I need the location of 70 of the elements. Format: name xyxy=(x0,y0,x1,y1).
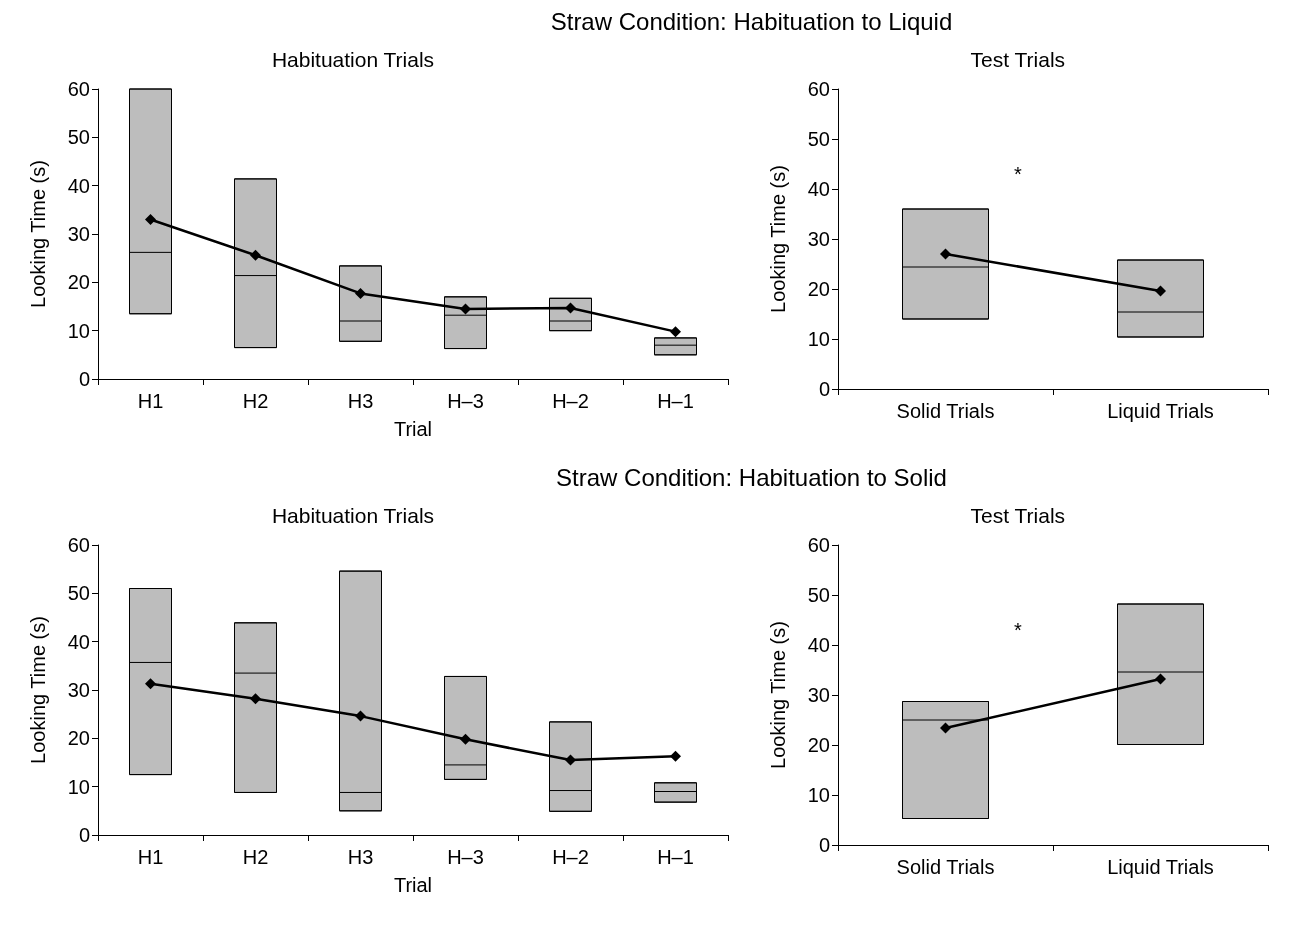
point xyxy=(670,326,681,338)
x-tick-label: H–1 xyxy=(657,390,694,412)
x-tick-label: H–3 xyxy=(447,390,484,412)
y-tick-label: 40 xyxy=(807,634,830,656)
point xyxy=(565,754,576,766)
y-tick-label: 60 xyxy=(67,78,90,100)
y-tick-label: 30 xyxy=(67,679,90,701)
y-tick-label: 20 xyxy=(807,734,830,756)
x-axis-title: Trial xyxy=(393,418,433,440)
point xyxy=(250,249,261,261)
y-tick-label: 20 xyxy=(67,271,90,294)
point xyxy=(250,693,261,705)
y-tick-label: 40 xyxy=(67,630,90,653)
x-tick-label: H3 xyxy=(347,390,374,412)
chart-title: Habituation Trials xyxy=(271,504,435,527)
y-axis-title: Looking Time (s) xyxy=(27,160,49,308)
x-tick-label: H3 xyxy=(347,846,374,868)
y-axis-title: Looking Time (s) xyxy=(767,165,789,313)
point xyxy=(460,733,471,745)
y-tick-label: 30 xyxy=(807,228,830,250)
y-tick-label: 10 xyxy=(67,319,90,342)
x-tick-label: H–3 xyxy=(447,846,484,868)
y-tick-label: 50 xyxy=(807,128,830,150)
x-tick-label: H2 xyxy=(242,846,269,868)
chart-title: Habituation Trials xyxy=(271,48,435,71)
point xyxy=(355,287,366,299)
point xyxy=(145,678,156,690)
y-axis-title: Looking Time (s) xyxy=(767,621,789,769)
y-tick-label: 0 xyxy=(818,834,830,856)
x-tick-label: Liquid Trials xyxy=(1107,856,1214,878)
point xyxy=(670,750,681,762)
chart-title: Test Trials xyxy=(970,48,1066,71)
point xyxy=(565,302,576,314)
x-tick-label: H1 xyxy=(137,390,164,412)
y-tick-label: 60 xyxy=(807,78,830,100)
y-tick-label: 60 xyxy=(807,534,830,556)
annotation: * xyxy=(1014,163,1023,185)
y-axis-title: Looking Time (s) xyxy=(27,616,49,764)
text: Straw Condition: Habituation to Solid xyxy=(556,464,947,491)
y-tick-label: 10 xyxy=(67,775,90,798)
chart-title: Test Trials xyxy=(970,504,1066,527)
y-tick-label: 40 xyxy=(67,174,90,197)
x-tick-label: Liquid Trials xyxy=(1107,400,1214,422)
y-tick-label: 10 xyxy=(807,784,830,806)
y-tick-label: 50 xyxy=(67,126,90,149)
x-axis-title: Trial xyxy=(393,874,433,896)
y-tick-label: 50 xyxy=(807,584,830,606)
x-tick-label: H2 xyxy=(242,390,269,412)
y-tick-label: 0 xyxy=(78,824,90,846)
point xyxy=(355,710,366,722)
x-tick-label: Solid Trials xyxy=(896,856,995,878)
y-tick-label: 20 xyxy=(807,278,830,300)
point xyxy=(460,303,471,315)
x-tick-label: H–2 xyxy=(552,846,589,868)
y-tick-label: 30 xyxy=(807,684,830,706)
point xyxy=(145,214,156,225)
y-tick-label: 10 xyxy=(807,328,830,350)
y-tick-label: 50 xyxy=(67,582,90,605)
y-tick-label: 40 xyxy=(807,178,830,200)
y-tick-label: 0 xyxy=(818,378,830,400)
x-tick-label: H–1 xyxy=(657,846,694,868)
text: Straw Condition: Habituation to Liquid xyxy=(550,8,953,35)
y-tick-label: 30 xyxy=(67,223,90,245)
y-tick-label: 60 xyxy=(67,534,90,556)
x-tick-label: H–2 xyxy=(552,390,589,412)
y-tick-label: 20 xyxy=(67,727,90,750)
x-tick-label: Solid Trials xyxy=(896,400,995,422)
y-tick-label: 0 xyxy=(78,368,90,390)
x-tick-label: H1 xyxy=(137,846,164,868)
annotation: * xyxy=(1014,619,1023,641)
